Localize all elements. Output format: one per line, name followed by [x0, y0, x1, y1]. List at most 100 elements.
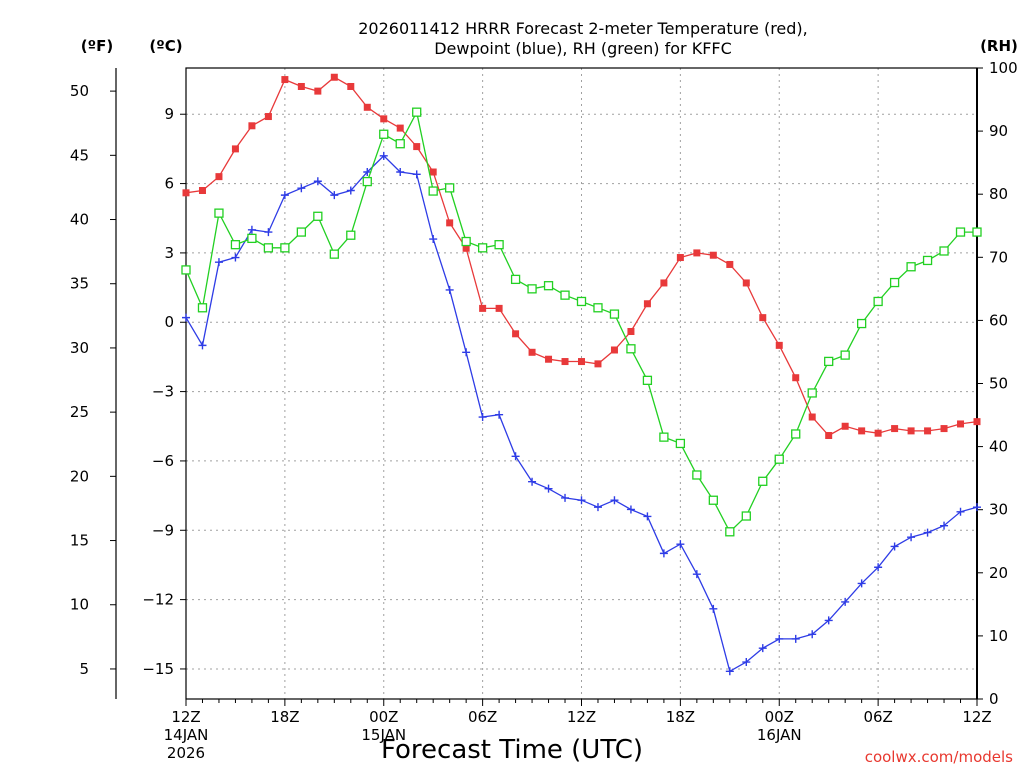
relative-humidity-point-15 [428, 186, 438, 196]
2-meter-temperature-point-27 [627, 327, 635, 335]
rh-tick-label-10: 0 [989, 690, 999, 708]
fahrenheit-tick-label-9: 5 [79, 660, 89, 678]
relative-humidity-point-46 [939, 246, 949, 256]
dewpoint-point-22 [544, 484, 553, 493]
fahrenheit-tick-label-1: 45 [70, 146, 89, 164]
x-tick-label-5-0: 18Z [666, 708, 695, 726]
dewpoint-point-27 [626, 505, 635, 514]
2-meter-temperature-point-24 [578, 358, 585, 366]
dewpoint-point-37 [791, 634, 800, 643]
2-meter-temperature-point-22 [545, 355, 553, 363]
dewpoint-point-0 [182, 313, 190, 322]
relative-humidity-point-39 [824, 356, 834, 367]
x-axis-label: Forecast Time (UTC) [381, 735, 643, 765]
rh-tick-label-3: 70 [989, 248, 1008, 266]
rh-tick-label-9: 10 [989, 627, 1008, 645]
source-credit: coolwx.com/models [865, 748, 1013, 766]
relative-humidity-point-8 [313, 211, 323, 221]
celsius-tick-label-1: 6 [164, 175, 174, 193]
2-meter-temperature-point-7 [297, 82, 305, 90]
2-meter-temperature-point-15 [429, 168, 437, 176]
dewpoint-point-12 [379, 151, 388, 160]
relative-humidity-point-26 [609, 309, 620, 319]
relative-humidity-point-44 [906, 262, 916, 272]
2-meter-temperature-point-30 [676, 254, 684, 262]
rh-tick-label-4: 60 [989, 311, 1008, 329]
dewpoint-point-2 [214, 258, 223, 267]
relative-humidity-point-9 [329, 249, 339, 259]
celsius-unit-label: (ºC) [149, 37, 182, 55]
relative-humidity-point-4 [247, 233, 257, 244]
2-meter-temperature-point-43 [891, 425, 899, 433]
2-meter-temperature-point-10 [347, 82, 355, 90]
x-tick-label-0-2: 2026 [167, 744, 205, 762]
dewpoint-point-21 [528, 477, 537, 486]
relative-humidity-point-10 [346, 230, 356, 240]
dewpoint-point-32 [709, 604, 718, 613]
2-meter-temperature-point-0 [182, 189, 190, 197]
relative-humidity-point-28 [642, 375, 653, 385]
relative-humidity-point-23 [560, 290, 570, 300]
relative-humidity-point-16 [445, 183, 455, 193]
2-meter-temperature-point-47 [957, 420, 965, 428]
2-meter-temperature-point-44 [907, 427, 915, 435]
2-meter-temperature-point-2 [215, 173, 223, 181]
fahrenheit-tick-label-3: 35 [70, 275, 89, 293]
2-meter-temperature-point-3 [231, 145, 239, 153]
x-tick-label-1-0: 18Z [270, 708, 299, 726]
dewpoint-point-29 [659, 549, 668, 558]
2-meter-temperature-point-37 [792, 374, 800, 382]
relative-humidity-point-33 [725, 527, 735, 537]
celsius-tick-label-5: −6 [152, 452, 174, 470]
2-meter-temperature-point-36 [775, 341, 783, 349]
relative-humidity-point-25 [593, 303, 603, 313]
2-meter-temperature-point-33 [726, 260, 734, 268]
relative-humidity-point-0 [181, 265, 191, 275]
dewpoint-point-3 [231, 253, 240, 262]
dewpoint-point-11 [363, 168, 372, 177]
relative-humidity-point-2 [214, 208, 224, 218]
dewpoint-point-17 [462, 348, 471, 357]
relative-humidity-point-42 [873, 296, 883, 307]
axes: 50454035302520151059630−3−6−9−12−1510090… [70, 59, 1018, 762]
dewpoint-point-36 [775, 634, 784, 643]
2-meter-temperature-point-20 [512, 330, 520, 338]
2-meter-temperature-point-31 [693, 249, 701, 257]
rh-tick-label-2: 80 [989, 185, 1008, 203]
x-tick-label-0-0: 12Z [171, 708, 200, 726]
dewpoint-point-14 [412, 170, 421, 179]
dewpoint-point-30 [676, 540, 685, 549]
2-meter-temperature-point-4 [248, 122, 256, 130]
dewpoint-point-19 [495, 410, 504, 419]
relative-humidity-point-17 [461, 236, 471, 247]
relative-humidity-point-24 [576, 296, 587, 307]
rh-tick-label-8: 20 [989, 564, 1008, 582]
relative-humidity-point-7 [296, 227, 307, 237]
2-meter-temperature-point-1 [198, 187, 206, 195]
2-meter-temperature-point-12 [380, 115, 388, 123]
rh-tick-label-7: 30 [989, 501, 1008, 519]
2-meter-temperature-point-23 [561, 358, 569, 366]
dewpoint-point-23 [561, 493, 570, 502]
dewpoint-point-9 [330, 191, 339, 200]
relative-humidity-point-35 [758, 476, 768, 486]
celsius-tick-label-8: −15 [142, 660, 174, 678]
relative-humidity-point-41 [856, 318, 867, 329]
dewpoint-point-13 [396, 168, 405, 177]
celsius-tick-label-7: −12 [142, 591, 174, 609]
x-tick-label-2-0: 00Z [369, 708, 398, 726]
2-meter-temperature-point-5 [264, 113, 272, 121]
dewpoint-point-26 [610, 496, 619, 505]
relative-humidity-point-3 [230, 240, 241, 250]
x-tick-label-7-0: 06Z [863, 708, 892, 726]
dewpoint-point-38 [808, 630, 817, 639]
relative-humidity-point-36 [774, 454, 784, 464]
relative-humidity-point-37 [791, 429, 801, 439]
2-meter-temperature-point-40 [841, 422, 849, 430]
celsius-tick-label-6: −9 [152, 521, 174, 539]
relative-humidity-point-11 [362, 176, 372, 187]
2-meter-temperature-point-19 [495, 304, 503, 312]
relative-humidity-point-43 [889, 277, 900, 288]
2-meter-temperature-point-41 [858, 427, 866, 435]
rh-tick-label-6: 40 [989, 438, 1008, 456]
